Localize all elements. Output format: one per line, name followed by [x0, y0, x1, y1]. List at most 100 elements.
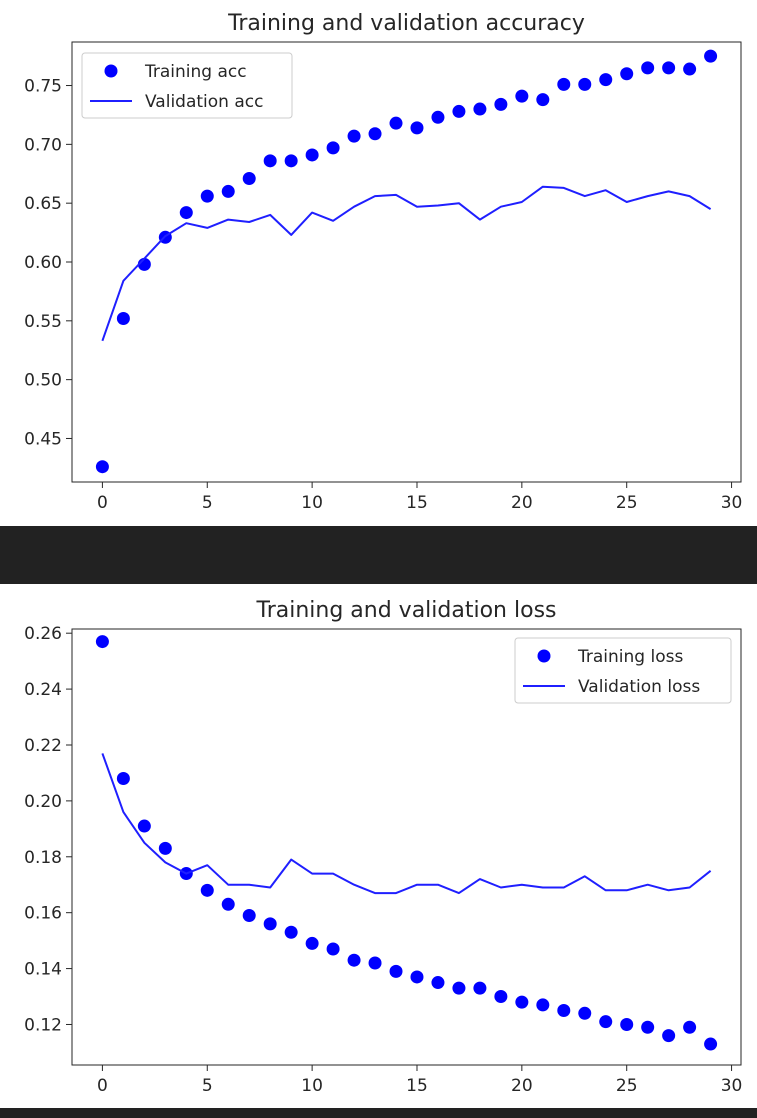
data-point-training-acc — [515, 89, 529, 103]
x-tick-label: 15 — [406, 1076, 428, 1096]
series-line-validation-loss — [101, 753, 712, 895]
y-tick-label: 0.12 — [24, 1015, 62, 1035]
data-point-training-loss — [578, 1006, 592, 1020]
data-point-training-loss — [221, 897, 235, 911]
x-tick-label: 5 — [202, 493, 213, 513]
data-point-training-loss — [137, 819, 151, 833]
data-point-training-loss — [200, 883, 214, 897]
data-point-training-acc — [578, 77, 592, 91]
data-point-training-loss — [473, 981, 487, 995]
legend-label: Training loss — [577, 647, 683, 667]
data-point-training-acc — [305, 148, 319, 162]
data-point-training-acc — [641, 61, 655, 75]
data-point-training-loss — [263, 917, 277, 931]
data-point-training-acc — [557, 77, 571, 91]
series-line-validation-acc — [101, 185, 712, 342]
legend-marker-dot — [537, 649, 551, 663]
separator-band — [0, 526, 757, 584]
accuracy-panel: Training and validation accuracy 0 5 10 15 20… — [0, 0, 757, 526]
y-tick-label: 0.55 — [24, 312, 62, 332]
data-point-training-loss — [662, 1029, 676, 1043]
plot-frame — [71, 628, 742, 1066]
y-tick-label: 0.14 — [24, 960, 62, 980]
y-tick-label: 0.16 — [24, 904, 62, 924]
data-point-training-loss — [515, 995, 529, 1009]
y-tick-label: 0.26 — [24, 624, 62, 644]
data-point-training-acc — [242, 171, 256, 185]
data-point-training-acc — [326, 141, 340, 155]
plot-frame — [71, 41, 742, 483]
data-point-training-acc — [284, 154, 298, 168]
y-tick-label: 0.70 — [24, 135, 62, 155]
data-point-training-loss — [599, 1015, 613, 1029]
y-tick-label: 0.24 — [24, 680, 62, 700]
data-point-training-acc — [116, 311, 130, 325]
data-point-training-acc — [263, 154, 277, 168]
data-point-training-loss — [305, 936, 319, 950]
data-point-training-acc — [368, 127, 382, 141]
legend-label: Validation loss — [578, 677, 700, 697]
data-point-training-acc — [452, 104, 466, 118]
data-point-training-acc — [599, 73, 613, 87]
y-tick-label: 0.20 — [24, 792, 62, 812]
data-point-training-acc — [662, 61, 676, 75]
x-tick-label: 25 — [616, 1076, 638, 1096]
data-point-training-acc — [347, 129, 361, 143]
x-tick-label: 15 — [406, 493, 428, 513]
data-point-training-acc — [473, 102, 487, 116]
x-tick-label: 30 — [721, 1076, 743, 1096]
y-tick-label: 0.45 — [24, 429, 62, 449]
data-point-training-acc — [221, 184, 235, 198]
x-tick-label: 5 — [202, 1076, 213, 1096]
loss-chart: Training and validation loss 0 5 10 15 20 25 30… — [24, 598, 743, 1096]
legend-label: Training acc — [144, 62, 247, 82]
data-point-training-acc — [389, 116, 403, 130]
x-tick-label: 30 — [721, 493, 743, 513]
data-point-training-loss — [431, 976, 445, 990]
data-point-training-loss — [242, 908, 256, 922]
y-tick-label: 0.65 — [24, 194, 62, 214]
x-tick-label: 10 — [301, 493, 323, 513]
data-point-training-acc — [200, 189, 214, 203]
legend-marker-dot — [104, 64, 118, 78]
data-point-training-loss — [284, 925, 298, 939]
data-point-training-loss — [704, 1037, 718, 1051]
data-point-training-acc — [431, 110, 445, 124]
data-point-training-loss — [557, 1004, 571, 1017]
y-tick-label: 0.60 — [24, 253, 62, 273]
x-tick-label: 0 — [97, 1076, 108, 1096]
legend-box — [514, 637, 732, 704]
data-point-training-loss — [494, 990, 508, 1004]
x-tick-label: 0 — [97, 493, 108, 513]
x-tick-label: 25 — [616, 493, 638, 513]
legend: Training loss Validation loss — [514, 637, 732, 704]
data-point-training-loss — [347, 953, 361, 967]
data-point-training-loss — [368, 956, 382, 970]
data-point-training-acc — [620, 67, 634, 81]
bottom-band — [0, 1108, 757, 1118]
x-tick-label: 20 — [511, 1076, 533, 1096]
x-tick-label: 20 — [511, 493, 533, 513]
data-point-training-loss — [641, 1020, 655, 1034]
data-point-training-loss — [536, 998, 550, 1012]
data-point-training-loss — [116, 772, 130, 786]
data-point-training-acc — [494, 97, 508, 111]
legend: Training acc Validation acc — [81, 52, 293, 119]
y-tick-label: 0.18 — [24, 848, 62, 868]
legend-box — [81, 52, 293, 119]
chart-title: Training and validation loss — [256, 598, 557, 623]
data-point-training-loss — [95, 635, 109, 649]
y-tick-label: 0.22 — [24, 736, 62, 756]
data-point-training-acc — [536, 93, 550, 107]
data-point-training-loss — [389, 964, 403, 978]
loss-panel: Training and validation loss 0 5 10 15 20 25 30… — [0, 584, 757, 1108]
data-point-training-acc — [410, 121, 424, 135]
data-point-training-acc — [179, 206, 193, 220]
data-point-training-loss — [326, 942, 340, 956]
data-point-training-loss — [620, 1017, 634, 1031]
data-point-training-loss — [410, 970, 424, 984]
y-tick-label: 0.50 — [24, 371, 62, 391]
data-point-training-loss — [452, 981, 466, 995]
data-point-training-loss — [683, 1020, 697, 1034]
data-point-training-acc — [704, 49, 718, 63]
